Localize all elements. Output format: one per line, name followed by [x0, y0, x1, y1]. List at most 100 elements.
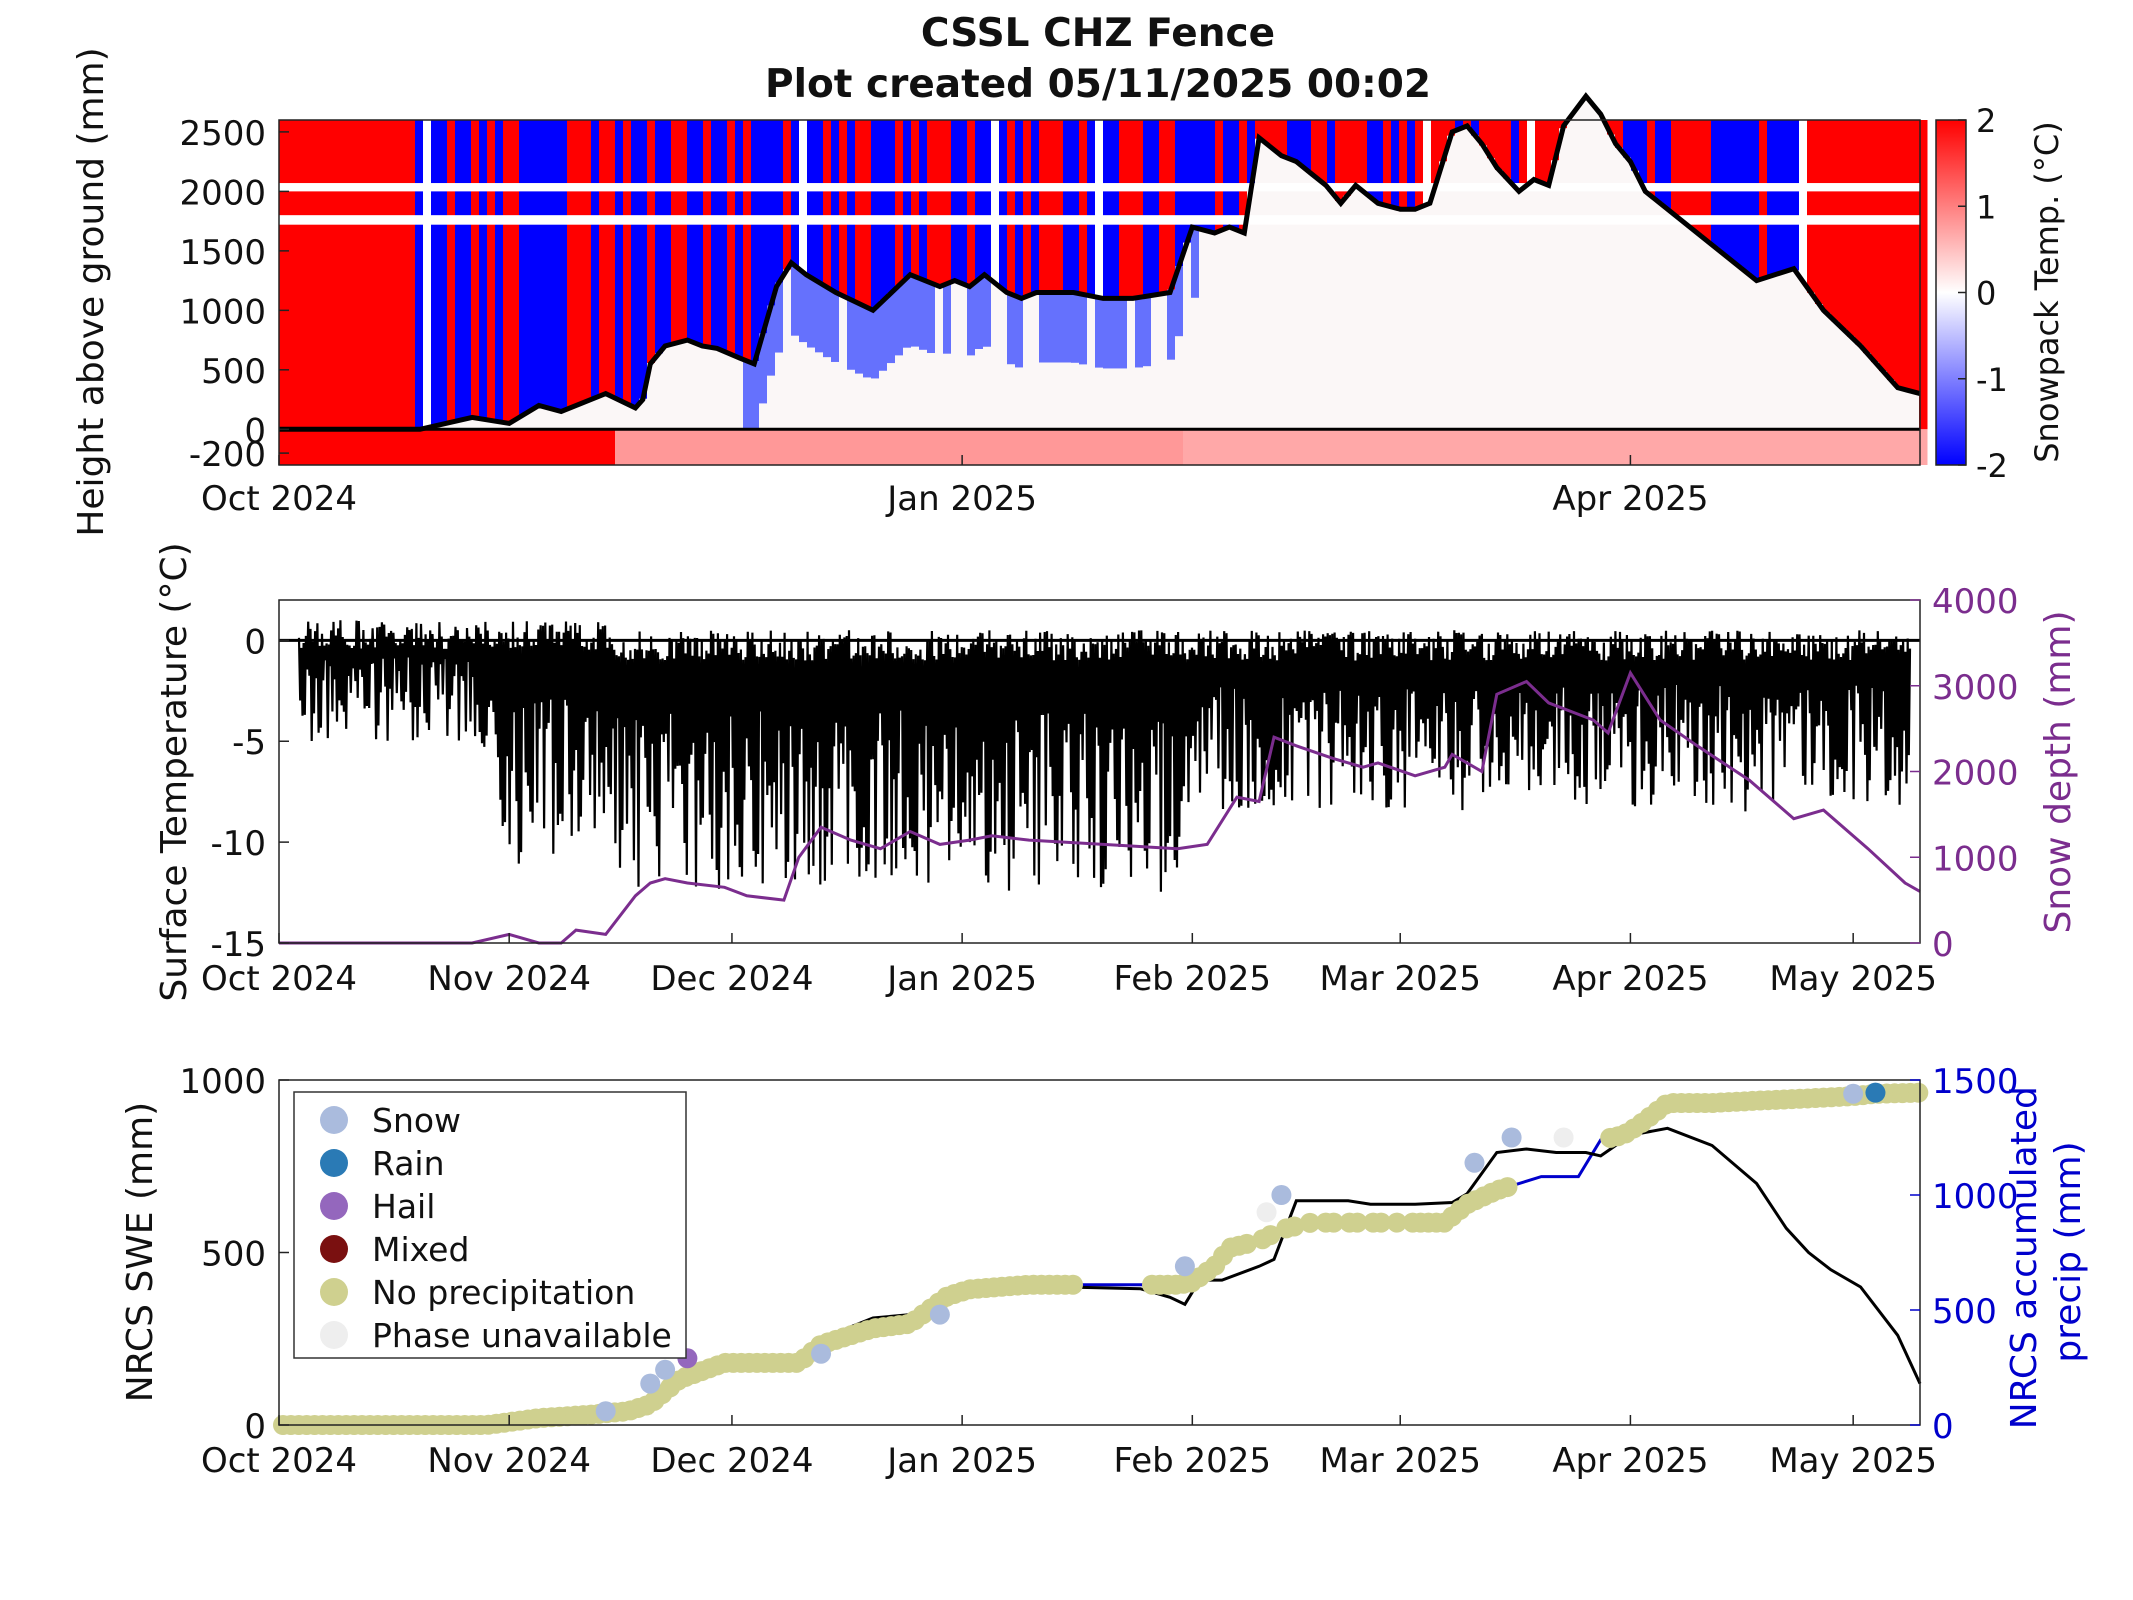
- heatmap-snow-cell: [559, 410, 568, 430]
- surface-temp-plot-area: [279, 620, 1921, 945]
- heatmap-air-cell: [519, 120, 528, 416]
- heatmap-ground-cell: [1503, 429, 1512, 465]
- heatmap-ground-cell: [1175, 429, 1184, 465]
- figure-title-line1: CSSL CHZ Fence: [921, 11, 1275, 56]
- heatmap-snow-cell: [791, 265, 800, 430]
- heatmap-ground-cell: [415, 429, 424, 465]
- heatmap-ground-cell: [1231, 429, 1240, 465]
- heatmap-ground-cell: [511, 429, 520, 465]
- heatmap-air-cell: [1503, 120, 1512, 179]
- heatmap-air-cell: [719, 120, 728, 351]
- heatmap-cold-layer: [1063, 292, 1072, 363]
- heatmap-ground-cell: [1095, 429, 1104, 465]
- heatmap-snow-cell: [1455, 129, 1464, 430]
- heatmap-snow-cell: [695, 344, 704, 430]
- heatmap-snow-cell: [1719, 253, 1728, 430]
- heatmap-snow-cell: [1679, 221, 1688, 430]
- heatmap-snow-cell: [1631, 170, 1640, 430]
- no-precip-marker: [1063, 1274, 1083, 1295]
- heatmap-air-cell: [927, 120, 936, 284]
- heatmap-air-cell: [1079, 120, 1088, 295]
- heatmap-snow-cell: [1247, 190, 1256, 430]
- heatmap-snow-cell: [1207, 232, 1216, 430]
- heatmap-air-cell: [1551, 120, 1560, 161]
- heatmap-snow-cell: [1439, 161, 1448, 430]
- heatmap-snow-cell: [1815, 304, 1824, 430]
- heatmap-y-label: Height above ground (mm): [71, 47, 112, 536]
- heatmap-snow-cell: [439, 424, 448, 430]
- heatmap-snow-cell: [495, 421, 504, 430]
- no-precip-marker: [1347, 1212, 1368, 1233]
- heatmap-air-cell: [287, 120, 296, 430]
- heatmap-air-cell: [1375, 120, 1384, 204]
- heatmap-snow-cell: [1399, 209, 1408, 430]
- heatmap-snow-cell: [1175, 266, 1184, 430]
- heatmap-air-cell: [1879, 120, 1888, 372]
- heatmap-air-cell: [983, 120, 992, 277]
- heatmap-ground-cell: [1007, 429, 1016, 465]
- heatmap-snow-cell: [1031, 293, 1040, 430]
- heatmap-ground-cell: [567, 429, 576, 465]
- heatmap-snow-cell: [1807, 292, 1816, 430]
- heatmap-snow-cell: [1767, 276, 1776, 430]
- heatmap-ground-cell: [407, 429, 416, 465]
- heatmap-ground-cell: [1479, 429, 1488, 465]
- heatmap-snow-cell: [1463, 125, 1472, 430]
- heatmap-ground-cell: [727, 429, 736, 465]
- heatmap-air-cell: [1447, 120, 1456, 136]
- heatmap-air-cell: [1007, 120, 1016, 295]
- heatmap-snow-cell: [1911, 392, 1920, 430]
- heatmap-air-cell: [1303, 120, 1312, 171]
- heatmap-air-cell: [871, 120, 880, 309]
- heatmap-ground-cell: [1791, 429, 1800, 465]
- heatmap-air-cell: [1087, 120, 1096, 297]
- heatmap-snow-cell: [679, 341, 688, 430]
- heatmap-ground-cell: [1087, 429, 1096, 465]
- heatmap-air-cell: [407, 120, 416, 430]
- heatmap-ground-cell: [863, 429, 872, 465]
- phase-marker: [595, 1401, 616, 1422]
- heatmap-air-cell: [1319, 120, 1328, 184]
- heatmap-snow-cell: [1839, 329, 1848, 430]
- heatmap-snow-cell: [1559, 128, 1568, 430]
- heatmap-ground-cell: [943, 429, 952, 465]
- heatmap-cold-layer: [1111, 298, 1120, 369]
- heatmap-ground-cell: [1759, 429, 1768, 465]
- heatmap-ground-cell: [1735, 429, 1744, 465]
- heatmap-air-cell: [639, 120, 648, 399]
- heatmap-snow-cell: [1191, 227, 1200, 430]
- heatmap-air-cell: [1791, 120, 1800, 271]
- heatmap-ground-cell: [1263, 429, 1272, 465]
- heatmap-ground-cell: [471, 429, 480, 465]
- swe-y-ticks: 0 500 1000: [179, 1062, 289, 1447]
- heatmap-ground-cell: [1215, 429, 1224, 465]
- heatmap-snow-cell: [487, 420, 496, 430]
- heatmap-ground-cell: [607, 429, 616, 465]
- heatmap-ground-cell: [1255, 429, 1264, 465]
- heatmap-air-cell: [311, 120, 320, 430]
- heatmap-cold-layer: [895, 285, 904, 356]
- heatmap-ground-cell: [799, 429, 808, 465]
- heatmap-air-cell: [935, 120, 944, 287]
- heatmap-snow-cell: [1503, 178, 1512, 430]
- heatmap-snow-cell: [1671, 215, 1680, 430]
- heatmap-air-cell: [671, 120, 680, 344]
- heatmap-snow-cell: [1359, 191, 1368, 430]
- heatmap-air-cell: [1015, 120, 1024, 298]
- heatmap-air-cell: [1255, 120, 1264, 139]
- heatmap-snow-cell: [1519, 188, 1528, 430]
- heatmap-ground-cell: [1359, 429, 1368, 465]
- phase-marker: [1553, 1127, 1574, 1148]
- heatmap-snow-cell: [775, 282, 784, 430]
- heatmap-snow-cell: [1663, 208, 1672, 430]
- heatmap-y-tick-label: 0: [244, 411, 266, 451]
- heatmap-x-tick-label: Apr 2025: [1552, 479, 1708, 519]
- heatmap-snow-cell: [1495, 169, 1504, 430]
- heatmap-air-cell: [1799, 120, 1808, 282]
- heatmap-cold-layer: [807, 277, 816, 348]
- heatmap-snow-cell: [1271, 150, 1280, 430]
- heatmap-snow-cell: [991, 283, 1000, 430]
- heatmap-cold-layer: [1039, 292, 1048, 363]
- heatmap-air-cell: [551, 120, 560, 410]
- heatmap-cold-layer: [1015, 297, 1024, 368]
